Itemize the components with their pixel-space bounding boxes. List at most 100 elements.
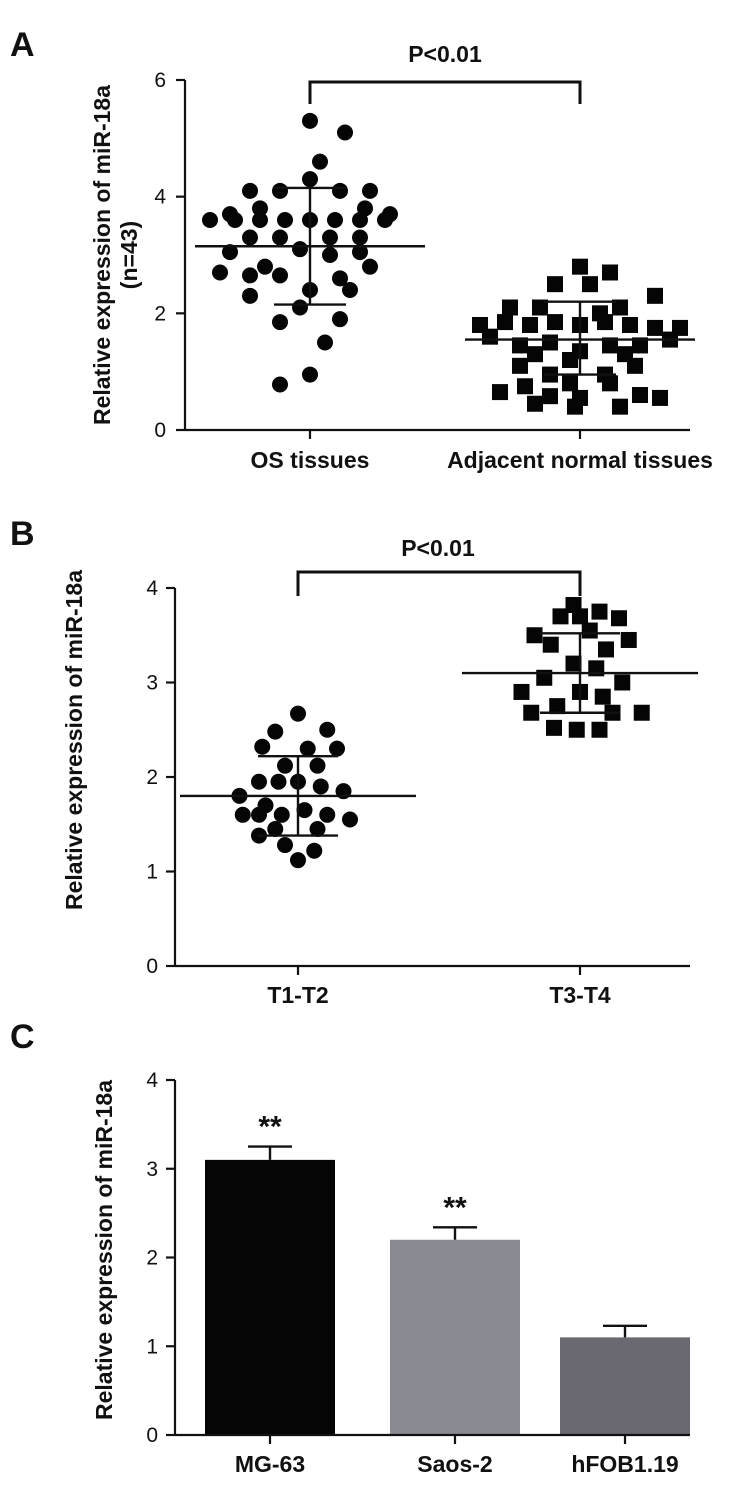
panel-c-plot-area: ** ** 0 1 2 3 4 MG-63 Saos-2 hFOB1.19	[146, 1069, 690, 1477]
panel-b-data-point-square	[552, 608, 569, 625]
panel-a-data-point-square	[567, 398, 583, 415]
panel-a-data-point-square	[502, 299, 518, 316]
panel-c-category-label: hFOB1.19	[571, 1451, 678, 1477]
panel-b-data-point-square	[513, 683, 530, 700]
panel-b-y-tick-label: 0	[146, 955, 158, 978]
panel-a-data-point-circle	[242, 182, 258, 199]
panel-a-data-point-circle	[302, 171, 318, 188]
panel-a-data-point-square	[547, 276, 563, 293]
panel-a-data-point-square	[572, 258, 588, 275]
panel-a-data-point-square	[652, 389, 668, 406]
panel-c-y-tick-label: 4	[146, 1069, 158, 1092]
panel-a: A Relative expression of miR-18a (n=43) …	[10, 26, 713, 473]
panel-b-data-point-square	[581, 622, 598, 639]
panel-a-y-tick-label: 6	[154, 69, 166, 92]
panel-a-data-point-circle	[272, 267, 288, 284]
panel-c-y-tick-label: 2	[146, 1247, 158, 1270]
panel-a-data-point-square	[632, 337, 648, 354]
panel-a-data-point-circle	[302, 112, 318, 129]
panel-b-data-point-square	[526, 627, 543, 644]
panel-a-data-point-circle	[242, 267, 258, 284]
panel-a-data-point-square	[542, 388, 558, 405]
panel-a-data-point-square	[512, 337, 528, 354]
panel-b-data-point-square	[614, 674, 631, 691]
panel-a-y-tick-label: 0	[154, 419, 166, 442]
panel-b-data-point-circle	[270, 773, 287, 790]
panel-c-significance-stars: **	[258, 1111, 282, 1144]
panel-a-significance-bracket	[308, 80, 582, 104]
panel-a-data-point-square	[632, 387, 648, 403]
panel-a-category-label: OS tissues	[251, 447, 370, 473]
panel-a-data-point-circle	[322, 229, 338, 246]
panel-a-data-point-circle	[212, 264, 228, 281]
panel-a-data-point-square	[527, 395, 543, 412]
panel-a-data-point-circle	[202, 212, 218, 228]
panel-a-data-point-square	[492, 384, 508, 401]
panel-b-data-point-square	[620, 631, 637, 648]
panel-a-data-point-circle	[252, 200, 268, 217]
panel-a-data-point-circle	[362, 182, 378, 199]
panel-a-data-point-circle	[332, 270, 348, 287]
panel-a-data-point-square	[527, 346, 543, 363]
panel-b-data-point-square	[591, 603, 608, 620]
panel-a-data-point-circle	[342, 282, 358, 298]
panel-b-data-point-square	[572, 608, 588, 625]
panel-a-data-point-square	[647, 319, 663, 336]
panel-a-data-point-square	[532, 299, 548, 316]
panel-c-y-tick-label: 1	[146, 1335, 158, 1358]
panel-a-data-point-square	[542, 334, 558, 351]
panel-b-y-tick-label: 1	[146, 861, 158, 884]
panel-a-data-point-circle	[352, 212, 368, 228]
panel-a-data-point-circle	[272, 376, 288, 393]
panel-a-y-tick-label: 4	[154, 186, 166, 209]
panel-a-data-point-circle	[227, 212, 243, 228]
panel-b-y-tick-label: 4	[146, 577, 158, 600]
panel-a-data-point-circle	[362, 258, 378, 275]
panel-b-data-point-circle	[234, 806, 251, 823]
panel-a-data-point-circle	[292, 241, 308, 258]
panel-a-data-point-circle	[272, 182, 288, 199]
panel-a-data-point-circle	[242, 287, 258, 304]
panel-a-data-point-circle	[257, 258, 273, 275]
panel-b-data-point-circle	[273, 806, 290, 823]
panel-b-data-point-circle	[267, 820, 284, 837]
panel-b-data-point-circle	[309, 820, 326, 837]
panel-a-data-point-circle	[272, 229, 288, 246]
panel-a-y-axis-title: Relative expression of miR-18a	[89, 85, 115, 425]
panel-a-data-point-square	[627, 357, 643, 374]
panel-b-data-point-square	[568, 721, 585, 738]
panel-c-y-tick-label: 3	[146, 1158, 158, 1181]
panel-a-data-point-square	[647, 287, 663, 304]
panel-c-letter: C	[10, 1018, 35, 1056]
panel-c-bar	[560, 1337, 690, 1435]
panel-b-significance-label: P<0.01	[401, 535, 475, 561]
panel-c-bar	[390, 1239, 520, 1435]
panel-b-data-point-circle	[277, 757, 293, 774]
panel-a-data-point-circle	[302, 366, 318, 383]
panel-b-data-point-circle	[319, 721, 336, 738]
panel-a-data-point-square	[497, 314, 513, 331]
panel-b-data-point-square	[549, 698, 566, 715]
panel-b-data-point-square	[611, 610, 627, 627]
panel-b-letter: B	[10, 515, 35, 553]
panel-b-category-label: T3-T4	[549, 982, 611, 1008]
panel-a-data-point-circle	[377, 212, 393, 228]
panel-a-data-point-circle	[292, 299, 308, 316]
panel-a-data-point-circle	[312, 153, 328, 170]
panel-a-data-point-circle	[222, 244, 238, 261]
panel-b-data-point-square	[546, 719, 562, 736]
panel-b-y-tick-label: 3	[146, 672, 158, 695]
panel-b: B Relative expression of miR-18a P<0.01 …	[10, 515, 698, 1008]
panel-b-significance-bracket	[296, 570, 582, 596]
panel-b-data-point-circle	[299, 740, 316, 757]
panel-a-y-axis-subtitle: (n=43)	[116, 221, 142, 289]
panel-a-data-point-square	[512, 357, 528, 374]
panel-a-data-point-square	[622, 317, 638, 333]
panel-a-data-point-circle	[252, 212, 268, 228]
panel-a-data-point-circle	[352, 229, 368, 246]
panel-b-data-point-square	[565, 655, 582, 672]
panel-c-category-label: Saos-2	[417, 1451, 492, 1477]
panel-a-letter: A	[10, 26, 35, 64]
panel-a-data-point-circle	[322, 247, 338, 263]
